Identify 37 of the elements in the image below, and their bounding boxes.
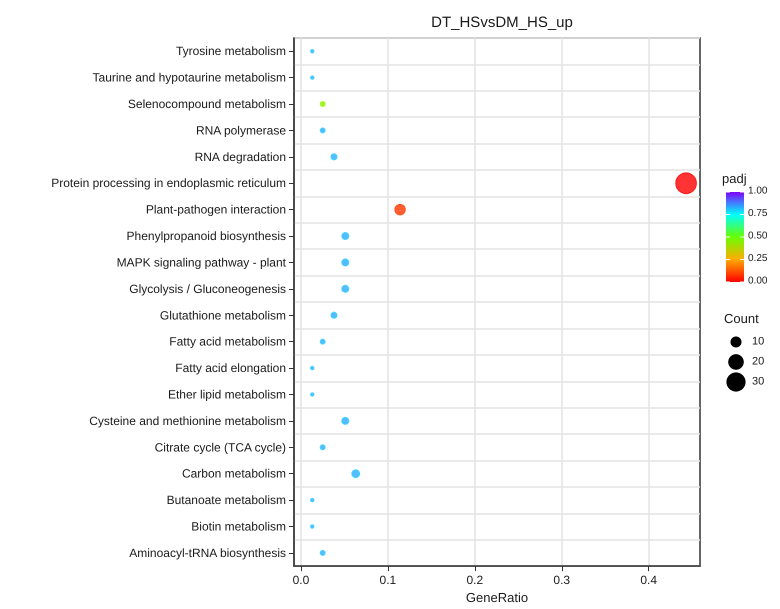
y-tick-label: Aminoacyl-tRNA biosynthesis	[129, 546, 286, 560]
color-bar-label: 0.25	[748, 253, 768, 264]
y-tick-label: Tyrosine metabolism	[176, 44, 286, 58]
y-tick-label: Butanoate metabolism	[166, 493, 286, 508]
color-bar-label: 0.00	[748, 276, 768, 286]
legend-label: 30	[752, 376, 764, 388]
x-tick-label: 0.3	[553, 573, 570, 588]
x-tick-label: 0.4	[640, 573, 658, 588]
color-bar-label: 0.50	[748, 230, 768, 242]
y-tick-label: Glutathione metabolism	[160, 308, 286, 322]
y-tick-label: Phenylpropanoid biosynthesis	[126, 229, 286, 244]
color-bar-label: 1.00	[748, 186, 768, 196]
color-bar-label: 0.75	[748, 208, 768, 219]
y-tick-label: Citrate cycle (TCA cycle)	[154, 440, 286, 454]
x-tick-label: 0.2	[466, 573, 484, 588]
y-tick-label: Taurine and hypotaurine metabolism	[92, 70, 286, 85]
y-tick-label: Fatty acid metabolism	[169, 334, 286, 349]
legend-title: Count	[724, 311, 760, 326]
y-tick-label: Cysteine and methionine metabolism	[89, 414, 286, 428]
x-tick-label: 0.1	[380, 573, 397, 588]
x-tick-label: 0.0	[292, 573, 310, 588]
y-tick-label: Protein processing in endoplasmic reticulum	[51, 176, 286, 190]
y-tick-label: Biotin metabolism	[191, 519, 286, 534]
y-tick-label: Fatty acid elongation	[175, 361, 286, 376]
legend-label: 10	[752, 336, 764, 348]
chart-title: DT_HSvsDM_HS_up	[431, 14, 573, 31]
y-tick-label: RNA polymerase	[196, 123, 286, 138]
y-tick-label: Ether lipid metabolism	[168, 387, 286, 402]
y-tick-label: Carbon metabolism	[182, 466, 286, 481]
color-bar-title: padj	[722, 171, 747, 186]
y-tick-label: Glycolysis / Gluconeogenesis	[129, 282, 286, 296]
y-tick-label: Plant-pathogen interaction	[146, 202, 286, 217]
y-tick-label: Selenocompound metabolism	[128, 97, 286, 112]
y-tick-label: MAPK signaling pathway - plant	[116, 255, 287, 270]
y-tick-label: RNA degradation	[194, 150, 286, 164]
legend-label: 20	[752, 356, 764, 368]
x-axis-title: GeneRatio	[466, 590, 528, 605]
